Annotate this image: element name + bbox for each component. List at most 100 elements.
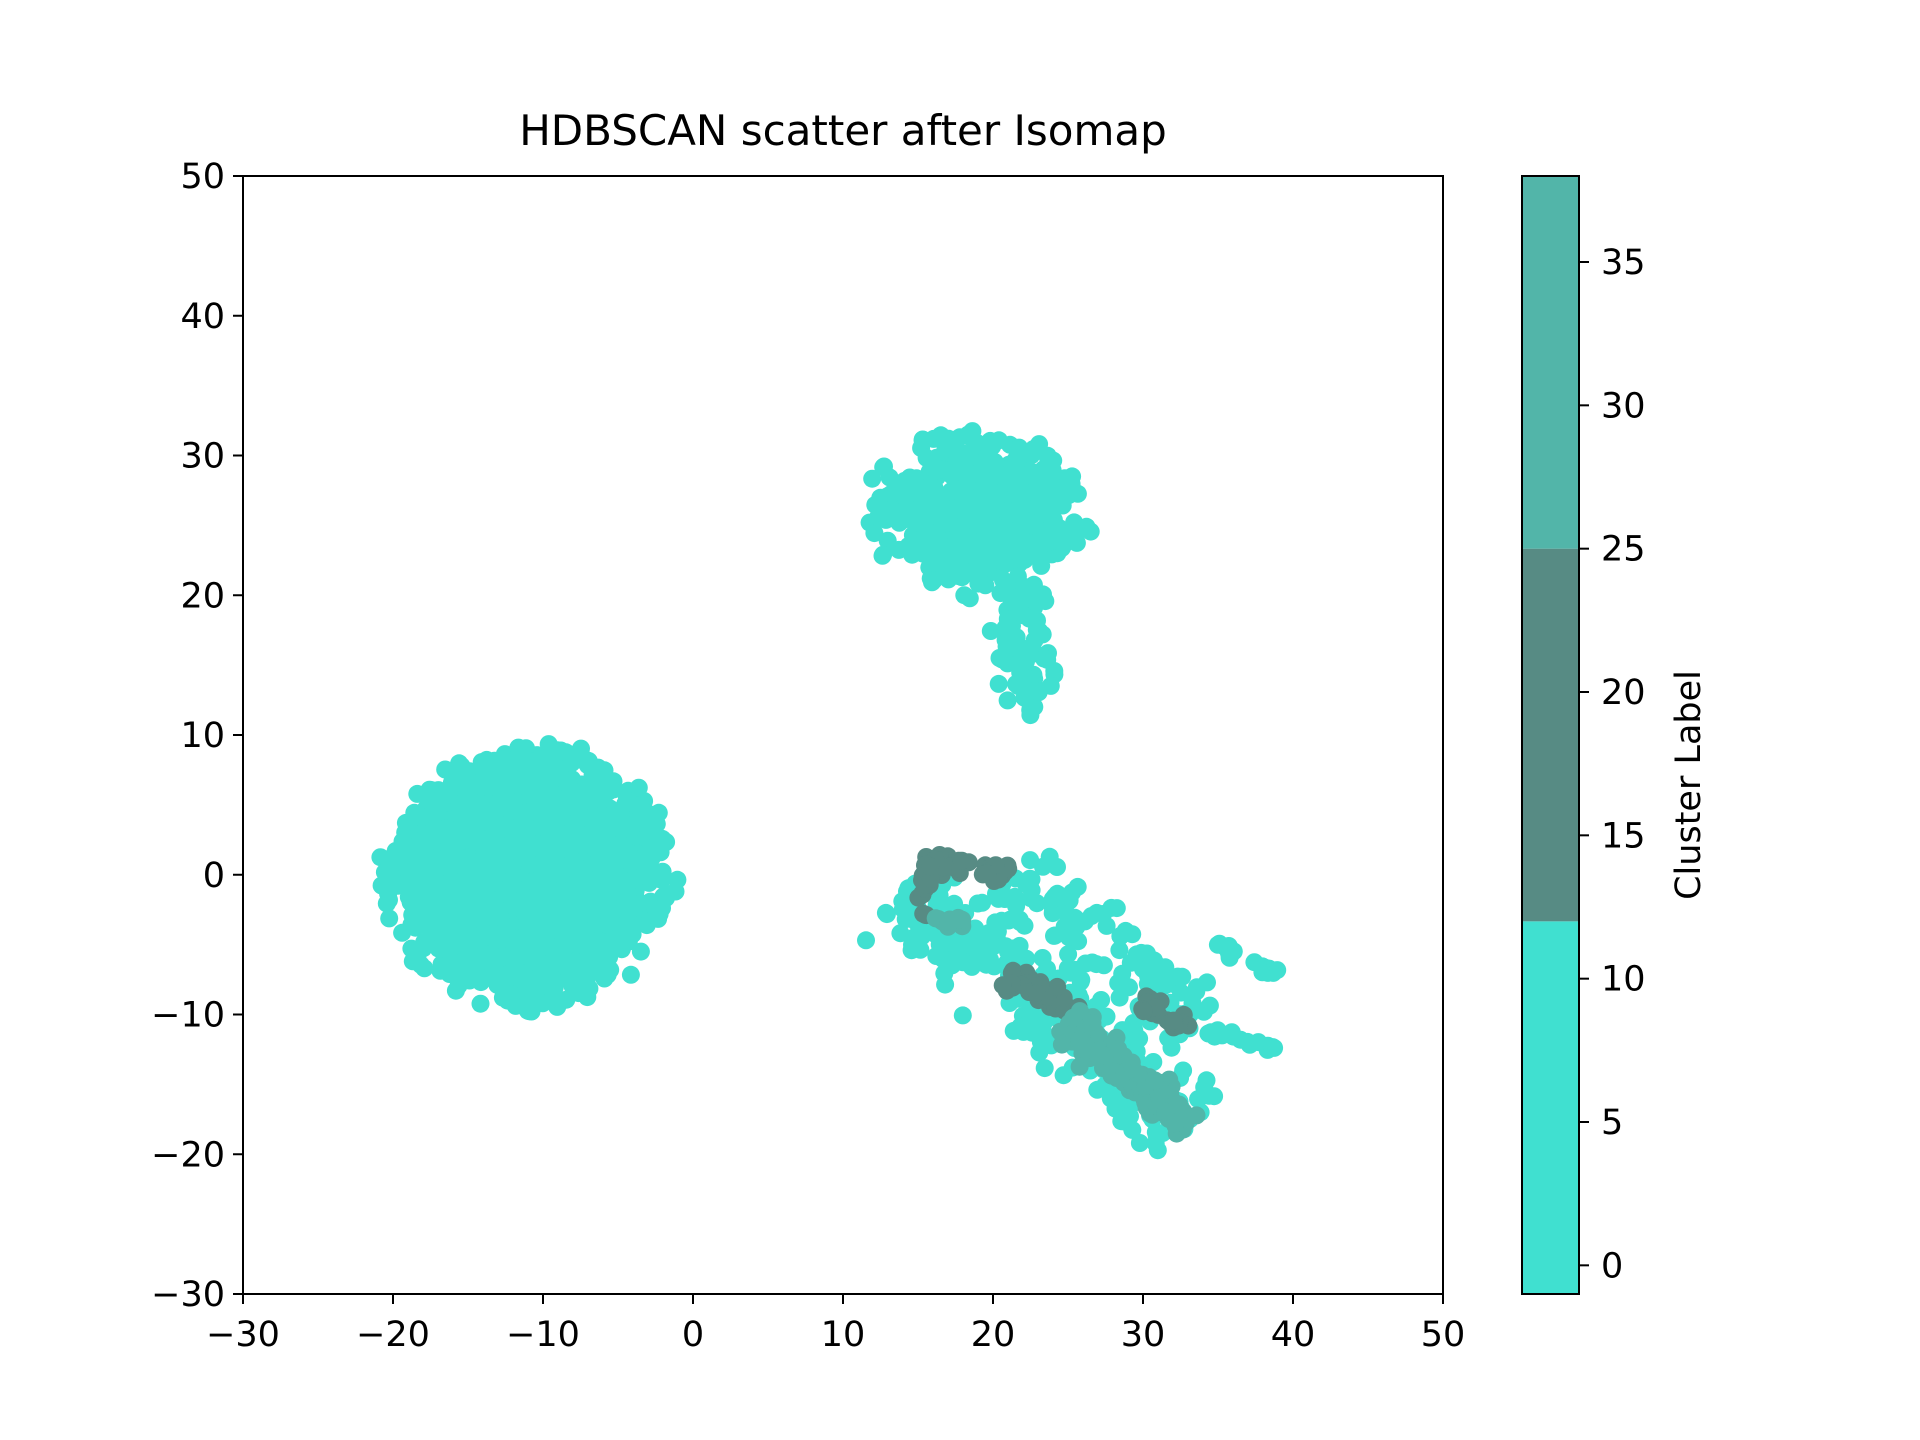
scatter-point [874,545,893,564]
scatter-point [1101,1089,1120,1108]
scatter-point [510,891,529,910]
colorbar-band [1522,921,1579,1294]
scatter-point [377,894,396,913]
scatter-point [905,533,924,552]
scatter-point [1201,1023,1220,1042]
scatter-point [516,777,535,796]
scatter-point [989,674,1008,693]
scatter-point [978,864,997,883]
scatter-point [498,796,517,815]
scatter-point [538,832,557,850]
scatter-point [575,972,594,991]
x-tick-label: 10 [821,1315,866,1355]
scatter-point [1070,1031,1089,1050]
colorbar-tick-label: 5 [1601,1103,1623,1143]
scatter-point [397,837,416,856]
y-tick-label: 0 [203,856,225,896]
scatter-point [1156,1102,1175,1121]
scatter-point [433,899,452,918]
scatter-point [1102,898,1121,917]
x-tick-label: −10 [506,1315,580,1355]
scatter-point [1134,1002,1153,1021]
scatter-point [403,872,422,890]
scatter-point [429,939,448,958]
scatter-point [1032,1015,1051,1033]
scatter-point [502,823,521,842]
y-axis: −30 −20 −10 0 10 20 30 40 50 [151,157,243,1315]
scatter-point [486,778,505,797]
scatter-point [893,899,912,918]
scatter-point [1050,532,1069,550]
scatter-point [605,863,624,882]
colorbar: 0 5 10 15 20 25 30 35 [1521,175,1646,1295]
scatter-point [993,650,1012,669]
x-tick-label: −20 [356,1315,430,1355]
scatter-point [469,871,488,890]
scatter-point [610,835,629,854]
scatter-point [1172,1109,1191,1128]
scatter-point [960,589,979,608]
colorbar-tick-label: 35 [1601,243,1646,283]
scatter-point [436,760,455,779]
points-layer [371,422,1287,1160]
scatter-point [1150,1087,1169,1106]
scatter-point [562,881,580,900]
scatter-point [1002,627,1021,646]
scatter-point [610,878,629,897]
scatter-point [865,524,884,543]
scatter-point [572,860,591,879]
scatter-point [624,870,642,889]
scatter-point [1016,466,1035,485]
colorbar-band [1522,176,1579,549]
scatter-point [1030,469,1049,488]
scatter-point [1130,1134,1149,1152]
scatter-point [917,448,936,467]
scatter-point [458,780,477,798]
scatter-point [481,890,499,909]
scatter-point [413,808,432,827]
scatter-point [941,432,960,451]
scatter-point [491,930,510,949]
colorbar-tick-label: 15 [1601,816,1646,856]
scatter-point [466,906,484,925]
scatter-point [578,988,597,1007]
y-tick-label: −30 [151,1275,225,1315]
scatter-point [601,960,620,979]
scatter-point [985,957,1004,976]
scatter-point [1164,1011,1183,1030]
scatter-point [1110,941,1129,960]
scatter-point [1010,598,1029,617]
scatter-point [1035,1059,1054,1078]
scatter-point [1231,1030,1250,1049]
y-tick-label: 20 [180,576,225,616]
scatter-point [411,955,430,974]
scatter-point [631,942,650,961]
scatter-point [981,622,1000,640]
scatter-point [1147,1126,1166,1145]
scatter-point [471,973,490,992]
scatter-point [1092,991,1111,1009]
scatter-point [857,931,875,950]
scatter-point [529,855,548,874]
x-tick-label: 30 [1121,1315,1166,1355]
scatter-point [1032,556,1051,575]
scatter-point [1144,971,1163,990]
scatter-point [1156,958,1175,977]
scatter-point [968,894,987,913]
scatter-point [1043,890,1062,909]
scatter-point [1197,1071,1216,1090]
scatter-point [438,786,457,805]
scatter-point [1066,960,1085,979]
scatter-point [668,870,687,889]
chart-title: HDBSCAN scatter after Isomap [519,106,1167,155]
scatter-point [1021,701,1040,719]
scatter-point [534,879,553,898]
scatter-point [1168,967,1187,986]
scatter-point [974,548,993,567]
scatter-point [578,781,597,800]
scatter-point [990,465,1009,484]
scatter-point [1198,973,1216,992]
scatter-point [505,867,524,886]
scatter-point [878,531,897,550]
scatter-point [936,975,955,994]
